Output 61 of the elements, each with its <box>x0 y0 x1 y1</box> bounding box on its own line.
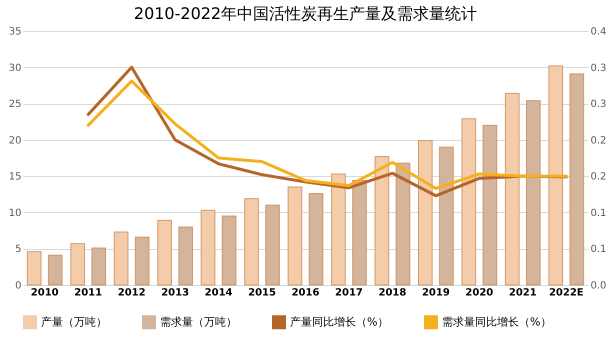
bar <box>374 156 390 286</box>
bar <box>482 124 498 286</box>
y2-tick-label: 0.4 <box>590 26 606 38</box>
bar <box>70 243 86 286</box>
legend-label: 产量同比增长（%） <box>290 315 388 328</box>
x-tick-label: 2010 <box>30 288 59 298</box>
bar <box>569 73 584 286</box>
bar <box>526 100 541 286</box>
x-tick-label: 2016 <box>292 288 320 298</box>
y-tick-label: 5 <box>15 244 22 256</box>
x-tick-label: 2021 <box>508 288 537 298</box>
y-tick-label: 15 <box>8 172 22 183</box>
bar <box>265 204 280 286</box>
y2-tick-label: 0.0 <box>590 280 606 292</box>
y2-tick-label: 0.3 <box>590 62 606 74</box>
bar <box>331 173 346 286</box>
bar <box>548 65 564 286</box>
bar <box>288 186 302 286</box>
bar <box>114 232 128 286</box>
bar <box>48 254 63 286</box>
bar <box>200 210 216 286</box>
bar <box>222 216 236 286</box>
x-tick-label: 2012 <box>118 288 146 298</box>
bar <box>26 251 42 286</box>
x-tick-label: 2011 <box>74 288 102 298</box>
y-tick-label: 0 <box>15 280 22 292</box>
x-tick-label: 2017 <box>335 288 363 298</box>
bar <box>308 193 324 286</box>
bar <box>178 226 193 286</box>
y-tick-label: 25 <box>8 99 22 110</box>
legend-label: 产量（万吨） <box>41 315 107 328</box>
y2-tick-label: 0.1 <box>590 208 606 219</box>
x-tick-label: 2020 <box>465 288 494 298</box>
line-series <box>86 80 568 190</box>
y2-tick-label: 0.3 <box>590 99 606 110</box>
bar <box>504 92 520 286</box>
x-tick-label: 2013 <box>161 288 190 298</box>
bar <box>352 180 367 286</box>
y-tick-label: 10 <box>8 208 22 219</box>
y2-tick-label: 0.2 <box>590 135 606 146</box>
x-tick-label: 2018 <box>378 288 406 298</box>
x-tick-label: 2015 <box>248 288 276 298</box>
bar <box>91 247 106 286</box>
y-tick-label: 20 <box>8 135 22 146</box>
legend-label: 需求量同比增长（%） <box>442 315 552 328</box>
chart-title: 2010-2022年中国活性炭再生产量及需求量统计 <box>134 4 478 23</box>
bar <box>418 140 433 286</box>
y2-tick-label: 0.2 <box>590 172 606 183</box>
x-tick-label: 2022E <box>548 288 584 298</box>
x-tick-label: 2014 <box>204 288 233 298</box>
legend-label: 需求量（万吨） <box>160 315 237 328</box>
y-tick-label: 30 <box>8 62 22 74</box>
bar <box>244 198 259 286</box>
x-tick-label: 2019 <box>422 288 450 298</box>
y2-tick-label: 0.1 <box>590 244 606 256</box>
bar <box>439 146 454 286</box>
bar <box>461 118 476 286</box>
bar <box>396 162 410 286</box>
y-tick-label: 35 <box>8 26 22 38</box>
bar <box>157 220 172 286</box>
bar <box>134 236 150 286</box>
